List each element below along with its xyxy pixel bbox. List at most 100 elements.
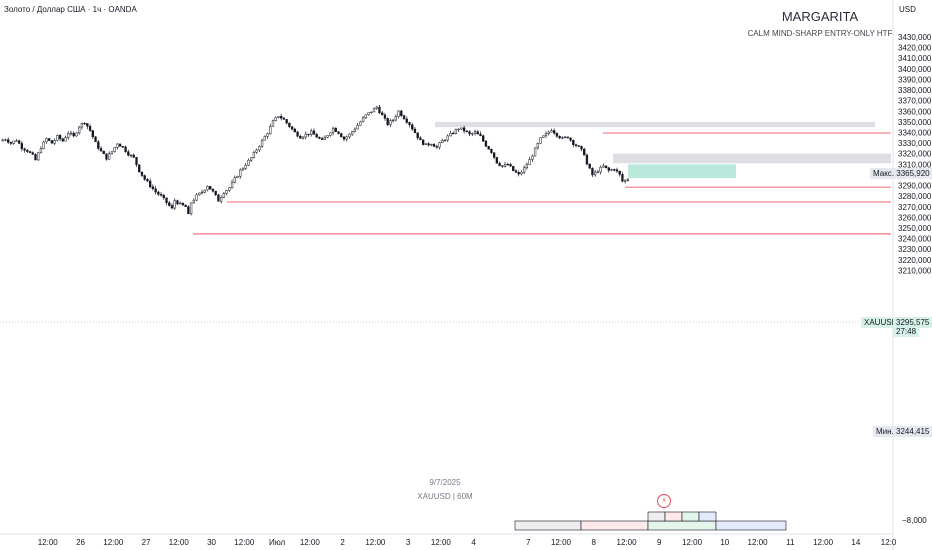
- candle-body: [531, 155, 534, 160]
- candle-body: [533, 147, 537, 157]
- candle-body: [490, 148, 493, 153]
- candle-body: [26, 149, 29, 152]
- price-tick-label: 3340,000: [898, 128, 932, 137]
- candle-body: [176, 200, 179, 205]
- zone-gray: [613, 153, 891, 164]
- time-tick-label: 12:00: [682, 538, 703, 547]
- candle-body: [487, 146, 490, 150]
- candle-body: [110, 151, 114, 154]
- time-tick-label: 8: [592, 538, 597, 547]
- candle-body: [550, 130, 553, 133]
- candle-body: [293, 128, 296, 133]
- current-price-tag: 3295,575: [893, 317, 932, 328]
- candle-body: [34, 154, 37, 161]
- candle-body: [624, 179, 627, 182]
- candle-body: [503, 164, 507, 167]
- candle-body: [56, 135, 59, 141]
- candle-body: [460, 127, 463, 130]
- price-tick-label: 3320,000: [898, 150, 932, 159]
- candle-body: [574, 144, 578, 146]
- candle-body: [345, 136, 348, 140]
- candle-body: [381, 112, 384, 116]
- candle-body: [285, 119, 288, 124]
- candle-body: [299, 135, 302, 139]
- time-tick-label: 4: [471, 538, 476, 547]
- price-tick-label: 3240,000: [898, 235, 932, 244]
- candle-body: [591, 168, 594, 176]
- candle-body: [236, 175, 239, 179]
- candle-body: [214, 190, 217, 196]
- candle-body: [83, 122, 86, 125]
- candle-body: [187, 206, 190, 215]
- candle-body: [15, 140, 18, 142]
- candle-body: [397, 110, 400, 117]
- candle-body: [75, 132, 78, 137]
- candle-body: [517, 172, 520, 175]
- candle-body: [146, 179, 149, 182]
- price-tick-label: 3220,000: [898, 256, 932, 265]
- candle-body: [364, 114, 367, 119]
- time-tick-label: 7: [526, 538, 531, 547]
- candle-body: [572, 139, 575, 145]
- session-boxes: [514, 511, 787, 531]
- price-tick-label: 3250,000: [898, 224, 932, 233]
- candle-body: [383, 114, 387, 119]
- candle-body: [241, 167, 245, 171]
- candle-body: [492, 152, 496, 158]
- candle-body: [138, 164, 141, 173]
- candle-body: [192, 199, 195, 204]
- candle-body: [498, 162, 501, 166]
- lightning-icon[interactable]: ⚡: [657, 494, 671, 508]
- candle-body: [225, 190, 228, 194]
- candle-body: [274, 117, 277, 121]
- candle-body: [258, 146, 261, 151]
- candle-body: [154, 188, 157, 193]
- candle-body: [400, 110, 403, 117]
- candle-body: [121, 146, 124, 148]
- time-tick-label: 12:00: [617, 538, 638, 547]
- candle-body: [454, 129, 458, 134]
- candle-body: [359, 121, 362, 126]
- candle-body: [69, 132, 73, 135]
- candle-body: [427, 143, 430, 146]
- candle-body: [219, 197, 223, 202]
- candle-body: [375, 106, 378, 109]
- candle-body: [124, 146, 127, 153]
- center-symbol-label: XAUUSD | 60M: [417, 492, 473, 501]
- candle-body: [200, 191, 204, 194]
- time-axis[interactable]: 12:00 26 12:00 27 12:00 30 12:00 Июл 12:00 2 12:00…: [38, 538, 897, 547]
- candle-body: [604, 165, 608, 169]
- symbol-title[interactable]: Золото / Доллар США · 1ч · OANDA: [4, 5, 137, 14]
- candle-body: [438, 142, 441, 148]
- candle-body: [419, 137, 422, 141]
- candle-body: [53, 139, 56, 144]
- candle-body: [596, 171, 600, 174]
- time-tick-label: 14: [851, 538, 860, 547]
- candle-body: [320, 138, 324, 140]
- candle-body: [544, 133, 548, 137]
- candle-body: [17, 140, 21, 144]
- candle-body: [471, 133, 474, 135]
- candle-body: [37, 152, 40, 161]
- candle-body: [132, 154, 135, 158]
- candle-body: [484, 140, 488, 147]
- time-tick-label: 26: [76, 538, 85, 547]
- time-tick-label: 12:00: [103, 538, 124, 547]
- price-tick-label: 3400,000: [898, 65, 932, 74]
- candle-body: [361, 117, 365, 123]
- time-tick-label: 12:00: [365, 538, 386, 547]
- candle-body: [542, 135, 545, 138]
- price-tick-label: 3430,000: [898, 33, 932, 42]
- candle-body: [296, 131, 299, 137]
- candle-body: [159, 194, 163, 196]
- candle-body: [422, 139, 425, 145]
- candle-body: [563, 136, 567, 139]
- candle-body: [162, 194, 165, 199]
- center-date-label: 9/7/2025: [429, 478, 461, 487]
- candle-body: [61, 138, 64, 142]
- symbol-price-tag: XAUUSD: [861, 317, 901, 328]
- currency-label[interactable]: USD: [899, 5, 916, 14]
- candle-body: [50, 140, 54, 144]
